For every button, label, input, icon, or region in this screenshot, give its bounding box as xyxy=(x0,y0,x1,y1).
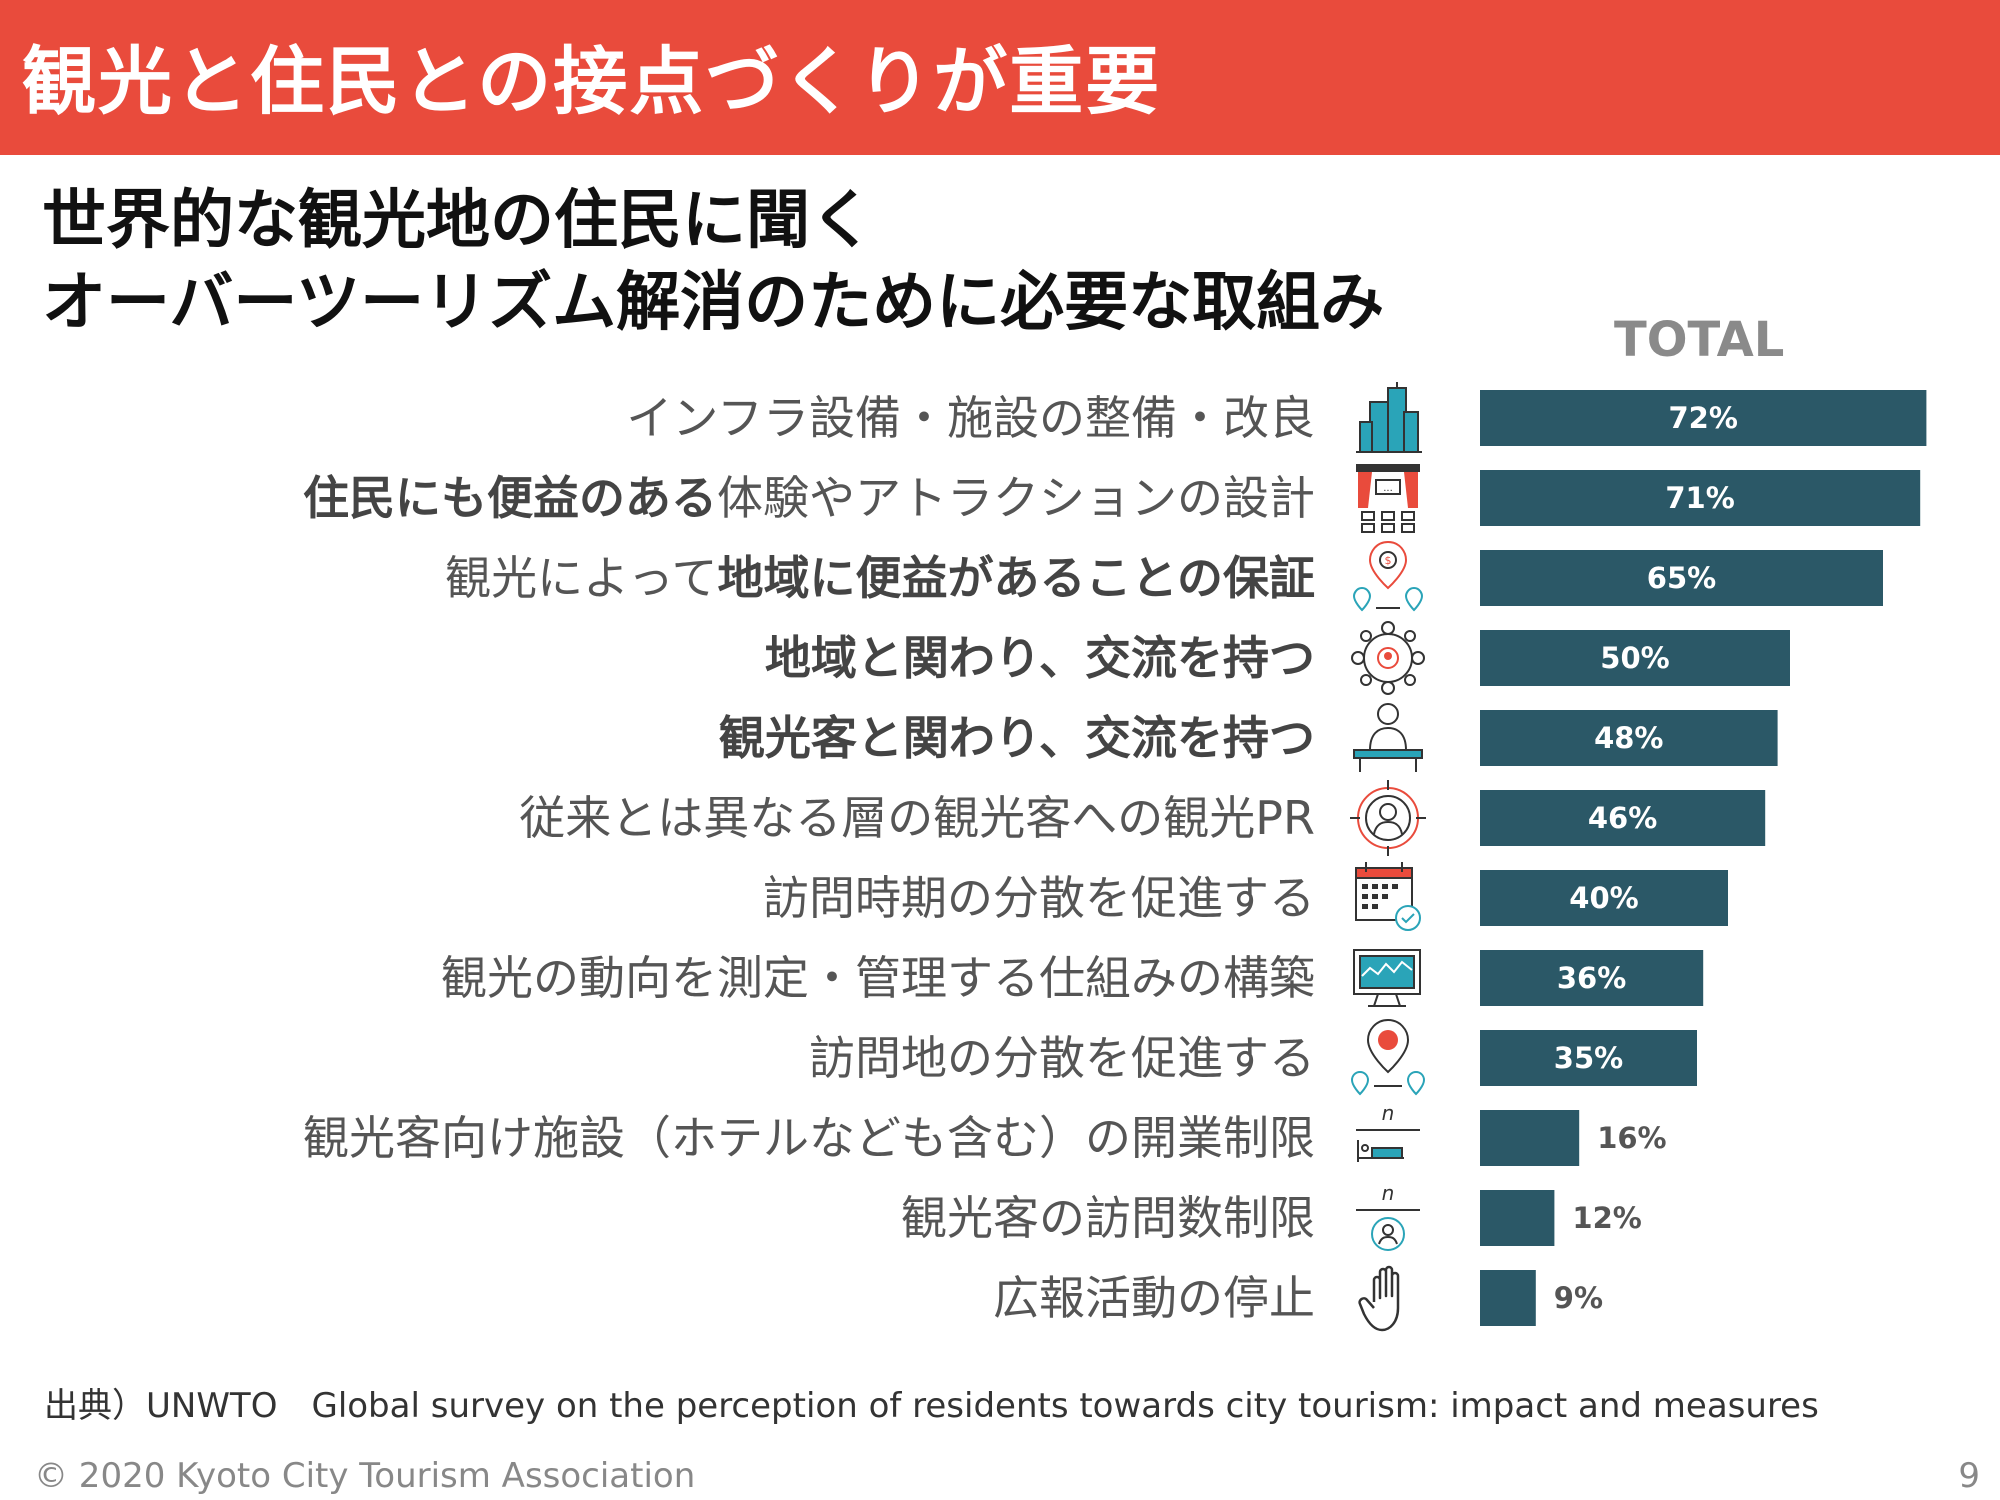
bar xyxy=(1480,470,1921,526)
bar-value-label: 16% xyxy=(1597,1121,1666,1155)
fraction-n-label: n xyxy=(1382,1101,1395,1125)
chart-title: TOTAL xyxy=(1614,312,1785,368)
page-title: 観光と住民との接点づくりが重要 xyxy=(22,39,1162,125)
fraction-n-label: n xyxy=(1382,1181,1395,1205)
bar xyxy=(1480,630,1790,686)
row-label: 広報活動の停止 xyxy=(993,1271,1315,1325)
row-label: 観光客向け施設（ホテルなども含む）の開業制限 xyxy=(303,1111,1315,1165)
row-label: 観光客の訪問数制限 xyxy=(901,1191,1315,1245)
bar xyxy=(1480,550,1883,606)
bar xyxy=(1480,1190,1555,1246)
bar-value-label: 65% xyxy=(1647,561,1716,595)
hand-stop-icon xyxy=(1358,1265,1400,1332)
row-label: 住民にも便益のある体験やアトラクションの設計 xyxy=(303,471,1315,525)
source-note: 出典）UNWTO Global survey on the perception… xyxy=(44,1386,1819,1426)
bar xyxy=(1480,1270,1536,1326)
bar-value-label: 12% xyxy=(1572,1201,1641,1235)
money-location-icon: $ xyxy=(1352,540,1424,612)
network-icon xyxy=(1351,621,1425,695)
row-label: 訪問時期の分散を促進する xyxy=(763,871,1315,925)
chart-heading-line-1: 世界的な観光地の住民に聞く xyxy=(42,184,874,258)
bar xyxy=(1480,1110,1580,1166)
bar xyxy=(1480,1030,1697,1086)
page-number: 9 xyxy=(1958,1456,1980,1496)
bar xyxy=(1480,790,1766,846)
bar-value-label: 36% xyxy=(1557,961,1626,995)
copyright: © 2020 Kyoto City Tourism Association xyxy=(34,1456,696,1496)
visitor-count-icon: n xyxy=(1356,1181,1420,1251)
bar xyxy=(1480,710,1778,766)
bar-value-label: 48% xyxy=(1594,721,1663,755)
stage-icon: ... xyxy=(1356,464,1420,533)
chart-heading-line-2: オーバーツーリズム解消のために必要な取組み xyxy=(42,266,1385,340)
row-label: 地域と関わり、交流を持つ xyxy=(764,631,1315,685)
header-bar: 観光と住民との接点づくりが重要 xyxy=(0,0,2000,155)
calendar-icon xyxy=(1355,862,1421,931)
bar-value-label: 72% xyxy=(1668,401,1737,435)
speaker-icon xyxy=(1353,703,1423,772)
bar-value-label: 46% xyxy=(1588,801,1657,835)
locations-icon xyxy=(1350,1018,1426,1096)
row-label: 訪問地の分散を促進する xyxy=(809,1031,1315,1085)
building-icon xyxy=(1356,382,1422,453)
bar-value-label: 9% xyxy=(1554,1281,1603,1315)
svg-text:$: $ xyxy=(1385,554,1392,567)
bar-value-label: 35% xyxy=(1554,1041,1623,1075)
monitor-chart-icon xyxy=(1353,949,1421,1007)
row-label: 従来とは異なる層の観光客への観光PR xyxy=(519,791,1315,845)
bar-value-label: 50% xyxy=(1600,641,1669,675)
row-label: インフラ設備・施設の整備・改良 xyxy=(626,391,1315,445)
svg-text:...: ... xyxy=(1383,483,1393,494)
target-person-icon xyxy=(1350,780,1426,856)
row-label: 観光によって地域に便益があることの保証 xyxy=(445,551,1315,605)
row-label: 観光客と関わり、交流を持つ xyxy=(718,711,1315,765)
chart-heading: 世界的な観光地の住民に聞く オーバーツーリズム解消のために必要な取組み xyxy=(42,180,1384,344)
bar xyxy=(1480,390,1927,446)
row-label: 観光の動向を測定・管理する仕組みの構築 xyxy=(441,951,1315,1005)
hotel-bed-icon: n xyxy=(1356,1101,1420,1162)
bar xyxy=(1480,950,1704,1006)
bar-value-label: 71% xyxy=(1665,481,1734,515)
bar-value-label: 40% xyxy=(1569,881,1638,915)
bar xyxy=(1480,870,1728,926)
